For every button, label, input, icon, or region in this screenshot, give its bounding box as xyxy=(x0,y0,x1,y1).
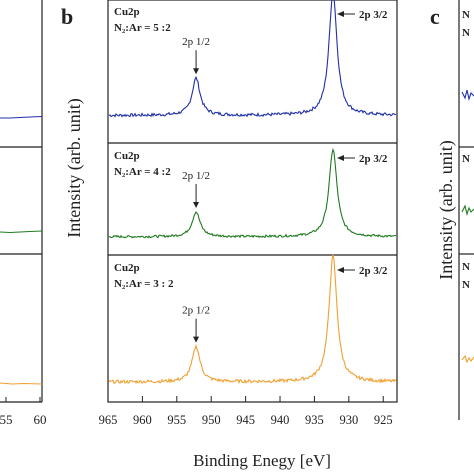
center-panel-frame xyxy=(107,0,398,403)
panel-element-label: Cu2p xyxy=(114,6,140,18)
panel-ratio-label: N₂:Ar = 3 : 2 xyxy=(114,278,174,290)
left-panel-trace-blue xyxy=(0,115,43,119)
peak-arrowhead-2p12 xyxy=(193,201,200,208)
x-tick-label: 960 xyxy=(133,413,152,427)
right-panel-text-fragment: N xyxy=(462,153,470,165)
panel-ratio-label: N₂:Ar = 4 :2 xyxy=(114,166,171,178)
x-tick-label: 935 xyxy=(305,413,324,427)
x-tick-label: 940 xyxy=(271,413,290,427)
center-panel: 965 960 955 950 945 940 935 930 925 Cu2p N₂:Ar = 5… xyxy=(99,0,398,427)
x-tick-label: 930 xyxy=(339,413,358,427)
x-axis-label: Binding Enegy [eV] xyxy=(193,451,331,470)
left-tick-label: 55 xyxy=(0,412,13,427)
left-panel-trace-green xyxy=(0,230,43,234)
right-panel-trace-green xyxy=(461,204,474,216)
right-panel-trace-blue xyxy=(461,89,474,102)
spectrum-line-2 xyxy=(108,147,397,239)
left-panel: 55 60 xyxy=(0,0,47,427)
right-panel-text-fragment: N xyxy=(462,261,470,273)
spectrum-line-1 xyxy=(108,0,397,118)
right-panel-trace-orange xyxy=(461,354,474,364)
panel-element-label: Cu2p xyxy=(114,262,140,274)
peak-label-2p32: 2p 3/2 xyxy=(359,265,388,277)
panel-ratio-label: N₂:Ar = 5 :2 xyxy=(114,22,171,34)
peak-arrowhead-2p32 xyxy=(337,267,345,273)
peak-label-2p12: 2p 1/2 xyxy=(182,305,210,317)
right-panel-y-axis-label: Intensity (arb. unit) xyxy=(436,140,457,279)
panel-label-b: b xyxy=(61,4,73,29)
right-panel-text-fragment: N xyxy=(462,9,470,21)
peak-label-2p32: 2p 3/2 xyxy=(359,9,388,21)
x-tick-label: 965 xyxy=(99,413,118,427)
x-tick-label: 925 xyxy=(374,413,393,427)
peak-label-2p12: 2p 1/2 xyxy=(182,36,210,48)
right-panel: c Intensity (arb. unit) N N N N N xyxy=(430,0,474,420)
y-axis-label: Intensity (arb. unit) xyxy=(64,98,85,237)
x-tick-label: 955 xyxy=(167,413,186,427)
peak-arrowhead-2p12 xyxy=(193,336,200,343)
peak-arrowhead-2p32 xyxy=(337,11,345,17)
panel-label-c: c xyxy=(430,4,440,29)
peak-arrowhead-2p12 xyxy=(193,68,200,75)
peak-arrowhead-2p32 xyxy=(337,155,345,161)
peak-label-2p32: 2p 3/2 xyxy=(359,153,388,165)
left-panel-trace-orange xyxy=(0,382,43,385)
right-panel-text-fragment: N xyxy=(462,27,470,39)
left-tick-label: 60 xyxy=(34,412,47,427)
panel-element-label: Cu2p xyxy=(114,150,140,162)
spectrum-line-3 xyxy=(108,254,397,385)
right-panel-text-fragment: N xyxy=(462,279,470,291)
x-tick-label: 945 xyxy=(236,413,255,427)
x-tick-label: 950 xyxy=(202,413,221,427)
peak-label-2p12: 2p 1/2 xyxy=(182,170,210,182)
